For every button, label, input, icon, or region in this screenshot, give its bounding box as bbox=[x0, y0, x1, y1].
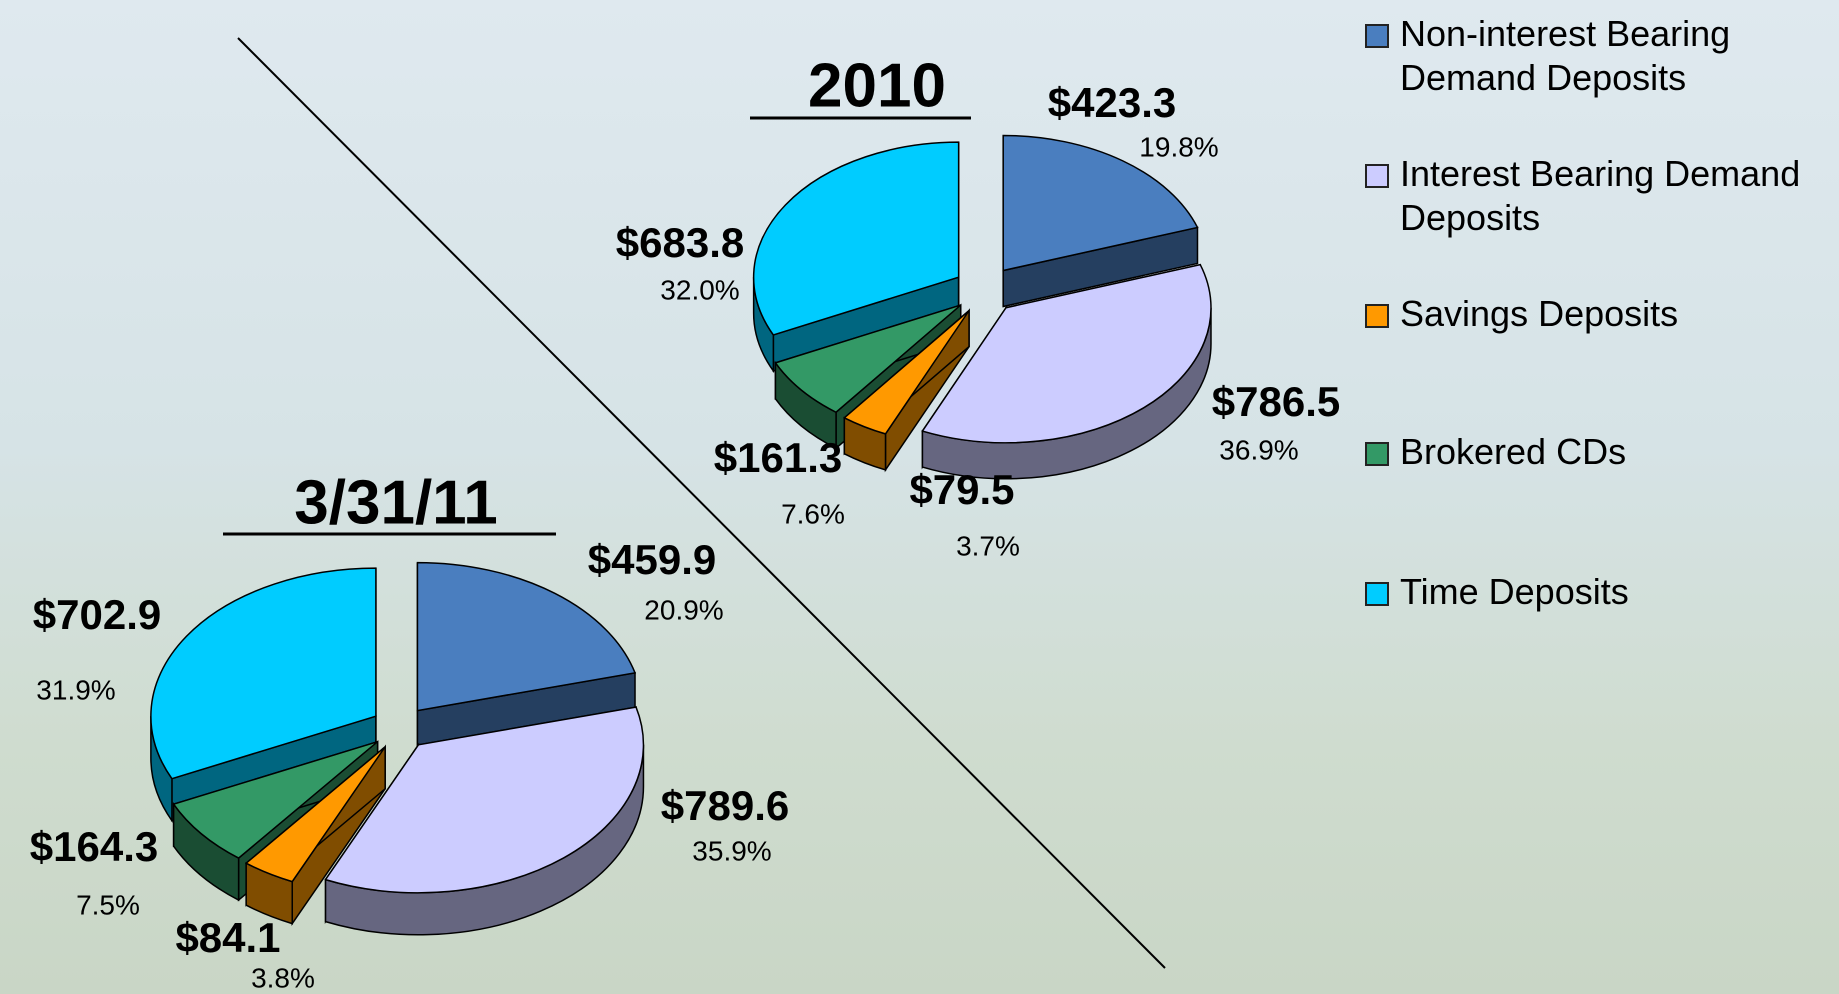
percent-label: 7.6% bbox=[781, 498, 845, 529]
slice bbox=[150, 567, 377, 780]
value-label: $84.1 bbox=[175, 914, 280, 961]
slice bbox=[244, 746, 386, 883]
value-label: $423.3 bbox=[1048, 79, 1176, 126]
percent-label: 36.9% bbox=[1219, 434, 1298, 465]
slice bbox=[774, 304, 962, 414]
legend-swatch bbox=[1365, 442, 1389, 466]
legend-swatch bbox=[1365, 582, 1389, 606]
value-label: $164.3 bbox=[30, 823, 158, 870]
legend-label: Non-interest Bearing Demand Deposits bbox=[1400, 13, 1731, 98]
legend-label: Brokered CDs bbox=[1400, 431, 1627, 472]
slice bbox=[1002, 134, 1199, 272]
slice bbox=[843, 310, 970, 435]
slice bbox=[921, 263, 1212, 444]
value-label: $161.3 bbox=[714, 434, 842, 481]
percent-label: 7.5% bbox=[76, 889, 140, 920]
divider bbox=[237, 37, 1166, 969]
slice bbox=[416, 561, 637, 712]
slice bbox=[752, 141, 960, 336]
legend-swatch bbox=[1365, 304, 1389, 328]
legend-swatch bbox=[1365, 24, 1389, 48]
percent-label: 20.9% bbox=[644, 594, 723, 625]
value-label: $786.5 bbox=[1212, 378, 1340, 425]
legend-label: Time Deposits bbox=[1400, 571, 1629, 612]
value-label: $683.8 bbox=[616, 219, 744, 266]
value-label: $459.9 bbox=[588, 536, 716, 583]
value-label: $702.9 bbox=[33, 591, 161, 638]
value-label: $79.5 bbox=[909, 466, 1014, 513]
legend-swatch bbox=[1365, 164, 1389, 188]
percent-label: 19.8% bbox=[1139, 131, 1218, 162]
percent-label: 35.9% bbox=[692, 835, 771, 866]
chart-title: 3/31/11 bbox=[294, 468, 497, 537]
slice bbox=[324, 706, 645, 894]
percent-label: 3.7% bbox=[956, 530, 1020, 561]
percent-label: 3.8% bbox=[251, 962, 315, 993]
percent-label: 32.0% bbox=[660, 274, 739, 305]
slice bbox=[172, 740, 379, 859]
chart-title: 2010 bbox=[808, 51, 946, 120]
legend-label: Interest Bearing Demand Deposits bbox=[1400, 153, 1801, 238]
value-label: $789.6 bbox=[661, 782, 789, 829]
percent-label: 31.9% bbox=[36, 674, 115, 705]
legend-label: Savings Deposits bbox=[1400, 293, 1679, 334]
